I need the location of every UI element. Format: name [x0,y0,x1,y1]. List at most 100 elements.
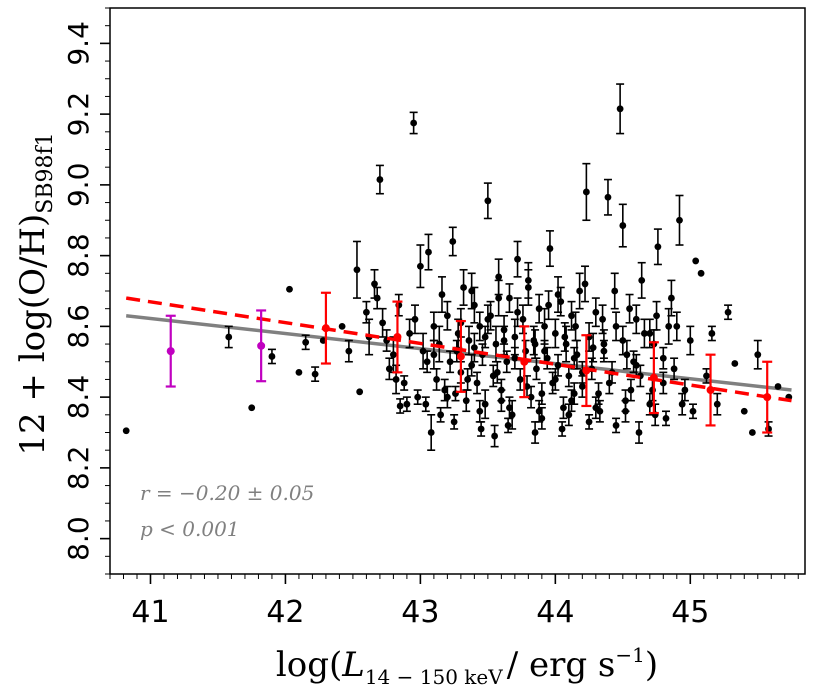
point-marker [568,397,575,405]
data-point [678,392,687,416]
point-marker [561,333,569,341]
point-marker [468,361,476,369]
point-marker [376,176,384,183]
point-marker [546,245,554,252]
point-marker [506,294,513,302]
data-point [402,396,411,413]
point-marker [535,305,543,313]
binned-point [455,319,466,393]
data-point [344,339,353,363]
point-marker [623,351,631,359]
data-point [392,364,401,395]
data-point [612,311,621,342]
data-point [248,404,256,412]
data-point [385,357,394,381]
data-point [410,304,419,335]
data-point [713,392,722,416]
y-title-main: 12 + log(O/H) [13,214,53,456]
point-marker [703,372,710,380]
point-marker [681,386,689,394]
point-marker [468,287,476,295]
point-marker [438,291,446,298]
bin-marker [520,357,529,366]
y-tick-label: 8.6 [62,304,95,349]
p-value-annotation: p < 0.001 [140,517,240,541]
data-point [473,371,482,395]
point-marker [585,418,593,426]
data-point [554,276,563,314]
point-marker [295,368,303,376]
data-point [610,272,619,310]
y-tick-label: 8.2 [62,446,95,491]
point-marker [495,273,503,281]
data-point [475,311,484,342]
data-point [652,300,661,331]
point-marker [497,397,505,405]
point-marker [524,276,532,284]
point-marker [646,330,654,337]
point-marker [503,358,511,366]
point-marker [450,418,458,426]
data-point [338,322,346,330]
point-marker [477,425,485,433]
point-marker [410,119,418,127]
point-marker [465,337,473,344]
point-marker [446,358,454,366]
point-marker [635,429,643,436]
data-point [443,300,452,331]
point-marker [373,294,381,302]
data-point [558,421,567,437]
point-marker [533,365,540,373]
point-marker [565,372,573,380]
low-bin-point [256,309,267,383]
point-marker [611,287,619,295]
y-tick-label: 8.4 [62,375,95,420]
data-point [421,396,430,413]
point-marker [403,400,411,408]
data-point [567,389,576,413]
plot-area [110,8,805,574]
data-point [540,307,549,345]
point-marker [538,390,546,397]
point-marker [678,400,686,408]
binned-point [392,300,403,374]
point-marker [551,330,559,337]
point-marker [692,257,700,265]
data-point [672,311,681,342]
data-point [753,339,762,370]
data-point [625,293,634,324]
point-marker [268,353,276,360]
data-point [774,383,782,390]
data-point [548,371,557,395]
point-marker [713,400,721,408]
point-marker [731,360,739,367]
point-marker [670,365,678,373]
point-marker [473,379,481,387]
x-title-pre: log( [276,645,342,685]
point-marker [481,400,489,408]
point-marker [311,370,319,378]
data-point [423,350,432,374]
point-marker [248,404,256,412]
data-point [545,230,554,268]
y-tick-label: 9.2 [62,92,95,137]
point-marker [545,301,552,309]
data-point [585,414,594,430]
point-marker [527,393,535,401]
point-marker [511,354,519,362]
point-marker [659,354,667,362]
data-point [618,203,627,248]
point-marker [589,344,597,351]
point-marker [708,330,716,337]
point-marker [740,407,748,415]
data-point [667,279,676,317]
data-point [301,334,310,351]
point-marker [433,376,440,383]
data-point [559,396,568,420]
point-marker [516,376,524,383]
point-marker [504,422,512,429]
point-marker [531,429,539,436]
x-tick-label: 42 [266,595,304,630]
bin-marker [321,324,330,333]
